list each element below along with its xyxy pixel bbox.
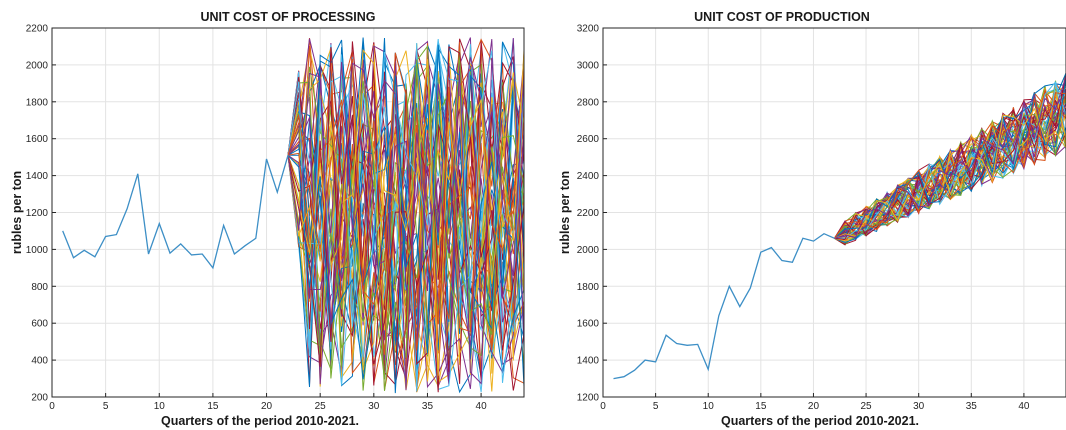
- y-tick-label: 2000: [26, 60, 49, 71]
- x-tick-label: 35: [966, 401, 978, 412]
- x-tick-label: 40: [1018, 401, 1030, 412]
- simulation-line: [287, 44, 524, 387]
- y-tick-label: 1800: [26, 97, 49, 108]
- y-tick-label: 800: [31, 282, 48, 293]
- y-tick-label: 1600: [577, 319, 600, 330]
- x-tick-label: 30: [368, 401, 380, 412]
- chart-1: 0 5 10 15 20 25 30 35 40 200 400 600 800 1000 1200 1400…: [10, 10, 525, 428]
- x-tick-label: 0: [49, 401, 55, 412]
- y-tick-label: 3000: [577, 60, 600, 71]
- x-tick-label: 25: [315, 401, 327, 412]
- y-tick-label: 2800: [577, 97, 600, 108]
- x-tick-label: 5: [653, 401, 659, 412]
- x-tick-label: 25: [861, 401, 873, 412]
- y-tick-label: 400: [31, 356, 48, 367]
- simulation-line: [834, 75, 1066, 239]
- simulation-line: [287, 46, 524, 393]
- x-tick-label: 35: [422, 401, 434, 412]
- simulation-line: [287, 59, 524, 391]
- y-tick-label: 2200: [577, 208, 600, 219]
- simulation-line: [287, 41, 524, 386]
- x-tick-label: 10: [154, 401, 166, 412]
- x-tick-label: 5: [103, 401, 109, 412]
- y-tick-label: 1200: [577, 393, 600, 404]
- simulation-line: [834, 107, 1066, 239]
- historical-line: [613, 232, 835, 380]
- simulation-line: [287, 38, 524, 375]
- x-tick-label: 15: [755, 401, 767, 412]
- simulation-line: [287, 52, 524, 351]
- simulation-line: [287, 38, 524, 246]
- x-tick-label: 40: [476, 401, 488, 412]
- chart-title: UNIT COST OF PRODUCTION: [694, 10, 870, 24]
- simulation-line: [834, 93, 1066, 242]
- y-axis-label: rubles per ton: [10, 171, 24, 254]
- x-axis-label: Quarters of the period 2010-2021.: [161, 414, 359, 428]
- y-tick-label: 1400: [577, 356, 600, 367]
- y-tick-label: 600: [31, 319, 48, 330]
- y-axis-label: rubles per ton: [558, 171, 572, 254]
- simulation-line: [287, 57, 524, 385]
- chart-2: 0 5 10 15 20 25 30 35 40 1200 1400 1600 1800 2000 2200…: [558, 10, 1066, 428]
- series-group: [62, 37, 524, 394]
- y-tick-label: 2600: [577, 134, 600, 145]
- chart-title: UNIT COST OF PROCESSING: [200, 10, 375, 24]
- simulation-line: [834, 92, 1066, 239]
- simulation-line: [834, 75, 1066, 240]
- simulation-line: [287, 47, 524, 382]
- x-tick-label: 15: [207, 401, 219, 412]
- simulation-line: [287, 75, 524, 391]
- series-group: [613, 72, 1066, 380]
- y-tick-label: 2200: [26, 24, 49, 35]
- x-tick-label: 0: [600, 401, 606, 412]
- simulation-line: [287, 44, 524, 370]
- x-tick-label: 10: [703, 401, 715, 412]
- y-tick-label: 1400: [26, 171, 49, 182]
- simulation-line: [287, 37, 524, 394]
- x-axis-label: Quarters of the period 2010-2021.: [721, 414, 919, 428]
- y-tick-label: 3200: [577, 24, 600, 35]
- y-tick-label: 2000: [577, 245, 600, 256]
- y-tick-label: 1200: [26, 208, 49, 219]
- y-tick-label: 1000: [26, 245, 49, 256]
- simulation-line: [834, 80, 1066, 240]
- simulation-line: [287, 48, 524, 376]
- x-tick-label: 20: [808, 401, 820, 412]
- simulation-line: [834, 77, 1066, 239]
- historical-line: [62, 155, 289, 270]
- y-tick-label: 200: [31, 393, 48, 404]
- x-tick-label: 20: [261, 401, 273, 412]
- simulation-line: [287, 57, 524, 391]
- simulation-line: [834, 88, 1066, 239]
- y-tick-label: 1800: [577, 282, 600, 293]
- x-tick-label: 30: [913, 401, 925, 412]
- y-tick-label: 2400: [577, 171, 600, 182]
- y-tick-label: 1600: [26, 134, 49, 145]
